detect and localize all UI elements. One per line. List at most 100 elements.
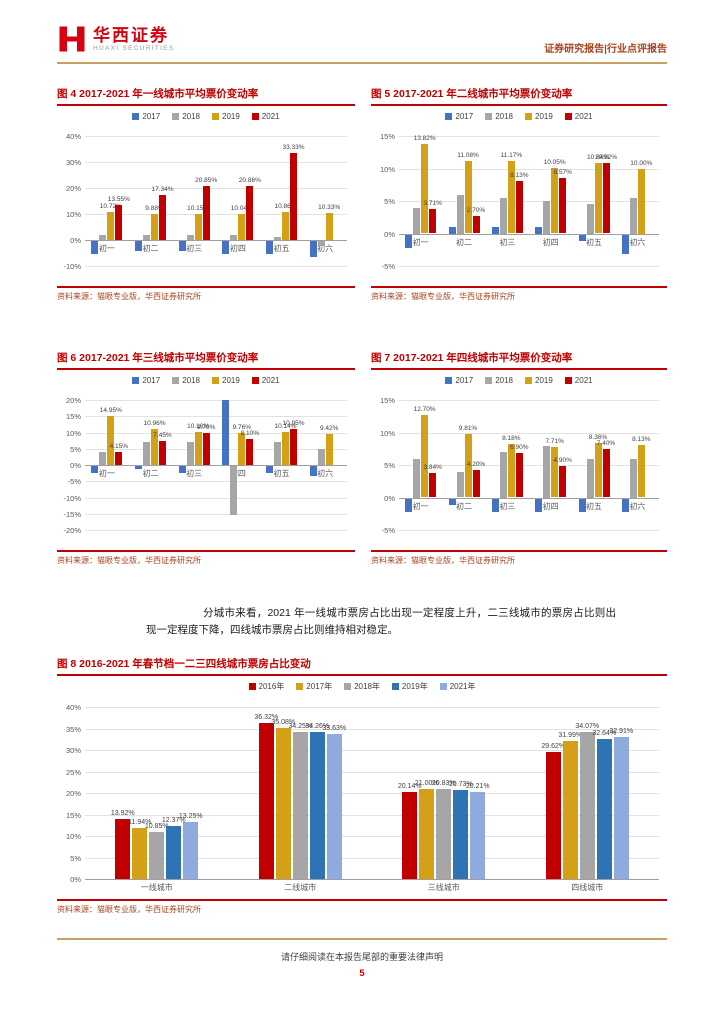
- legend-label: 2016年: [258, 682, 285, 691]
- y-axis-tick-label: 0%: [384, 229, 395, 239]
- bar-2021: [159, 194, 166, 240]
- bar-2018: [456, 472, 464, 498]
- legend-label: 2021: [574, 375, 593, 385]
- legend-label: 2021: [261, 375, 280, 385]
- chart-source-note: 资料来源：猫眼专业版，华西证券研究所: [57, 899, 667, 915]
- bar-value-label: 8.13%: [632, 435, 651, 443]
- bar-2019: [282, 432, 289, 465]
- chart-title: 图 5 2017-2021 年二线城市平均票价变动率: [371, 88, 667, 106]
- legend-item-2018: 2018: [485, 375, 513, 385]
- footer-disclaimer: 请仔细阅读在本报告尾部的重要法律声明: [280, 952, 443, 962]
- bar-2019: [551, 447, 559, 498]
- bar-2019: [238, 213, 246, 240]
- legend-label: 2017: [455, 111, 474, 121]
- legend-swatch-icon: [391, 683, 399, 690]
- legend-item-2017: 2017: [445, 111, 473, 121]
- gridline: [85, 400, 347, 401]
- legend-item-2019: 2019: [525, 111, 553, 121]
- bar-value-label: 2.70%: [466, 206, 486, 214]
- bar-value-label: 10.33%: [318, 204, 341, 212]
- gridline: [399, 432, 659, 434]
- gridline: [85, 836, 659, 837]
- category-label: 初五: [585, 237, 602, 247]
- legend-item-2018: 2018: [485, 111, 513, 121]
- chart-legend: 2016年 2017年 2018年 2019年 2021年: [57, 681, 667, 692]
- bar-2017年: [562, 741, 578, 879]
- gridline: [85, 162, 347, 163]
- category-label: 初二: [455, 501, 472, 511]
- chart-legend: 2017 2018 2019 2021: [57, 111, 355, 121]
- category-label: 初四: [229, 244, 246, 253]
- bar-2021: [159, 440, 166, 465]
- category-label: 初二: [142, 469, 159, 478]
- chart-panel-tier1-price-change: 图 4 2017-2021 年一线城市平均票价变动率 2017 2018 2019 2…: [57, 88, 355, 302]
- bar-value-label: 34.26%: [305, 722, 330, 730]
- legend-swatch-icon: [172, 376, 180, 384]
- category-label: 初一: [412, 237, 429, 247]
- bar-2016年: [402, 792, 418, 879]
- gridline: [85, 416, 347, 418]
- legend-swatch-icon: [525, 112, 532, 120]
- gridline: [399, 465, 659, 466]
- y-axis-tick-label: 40%: [65, 703, 81, 712]
- bar-value-label: 7.40%: [596, 440, 616, 448]
- bar-value-label: 10.86%: [274, 202, 297, 210]
- bar-2021: [429, 209, 437, 234]
- bar-2017: [621, 234, 629, 254]
- category-label: 初六: [317, 469, 334, 478]
- bar-value-label: 4.90%: [553, 456, 572, 464]
- bar-value-label: 13.92%: [110, 810, 135, 818]
- bar-2018: [317, 241, 325, 247]
- bar-2017: [309, 241, 317, 257]
- y-axis-tick-label: 15%: [379, 396, 395, 405]
- legend-item-2017: 2017: [132, 111, 160, 121]
- bar-2017年: [419, 788, 435, 879]
- bar-value-label: 10.84%: [586, 154, 610, 162]
- bar-2018: [230, 234, 238, 240]
- y-axis-tick-label: 10%: [379, 428, 395, 438]
- legend-label: 2019: [222, 111, 240, 121]
- bar-2018: [499, 197, 507, 234]
- gridline: [85, 136, 347, 137]
- logo-company-name-en: HUAXI SECURITIES: [93, 45, 175, 53]
- y-axis-tick-label: 0%: [70, 461, 81, 470]
- bar-value-label: 11.94%: [128, 818, 152, 826]
- bar-value-label: 36.32%: [254, 713, 279, 721]
- footer-divider: [57, 938, 667, 940]
- bar-2021: [246, 438, 254, 465]
- legend-swatch-icon: [212, 376, 219, 384]
- bar-2017年: [275, 728, 291, 879]
- chart-title: 图 8 2016-2021 年春节档一二三四线城市票房占比变动: [57, 658, 667, 676]
- gridline: [85, 728, 659, 730]
- bar-2018: [99, 452, 107, 465]
- legend-label: 2019年: [401, 682, 428, 691]
- legend-swatch-icon: [485, 112, 493, 120]
- chart-source-note: 资料来源：猫眼专业版，华西证券研究所: [371, 550, 667, 566]
- bar-2018: [99, 234, 107, 240]
- gridline: [85, 857, 659, 859]
- chart-source-note: 资料来源：猫眼专业版，华西证券研究所: [57, 550, 355, 566]
- bar-2019: [282, 211, 289, 240]
- y-axis-tick-label: 30%: [65, 158, 81, 167]
- bar-value-label: 9.81%: [458, 424, 478, 432]
- huaxi-h-icon: [59, 26, 85, 52]
- bar-2019年: [596, 738, 612, 879]
- y-axis-tick-label: 20%: [65, 396, 81, 405]
- y-axis-tick-label: 40%: [65, 132, 81, 141]
- logo-company-name: 华西证券: [93, 25, 169, 45]
- bar-2017: [535, 498, 543, 512]
- y-axis-tick-label: -15%: [63, 509, 81, 519]
- y-axis-tick-label: 0%: [384, 493, 395, 503]
- bar-value-label: 10.05%: [543, 159, 566, 167]
- bar-2019: [421, 414, 429, 498]
- bar-2019: [464, 161, 472, 234]
- legend-item-2021: 2021: [251, 375, 280, 385]
- bar-2019: [637, 168, 645, 234]
- bar-2017: [491, 498, 499, 512]
- bar-value-label: 8.10%: [240, 429, 260, 437]
- category-label: 三线城市: [427, 883, 460, 892]
- legend-swatch-icon: [564, 112, 572, 120]
- bar-2021: [290, 153, 297, 240]
- bar-2017: [91, 466, 99, 473]
- bar-2018: [274, 237, 281, 240]
